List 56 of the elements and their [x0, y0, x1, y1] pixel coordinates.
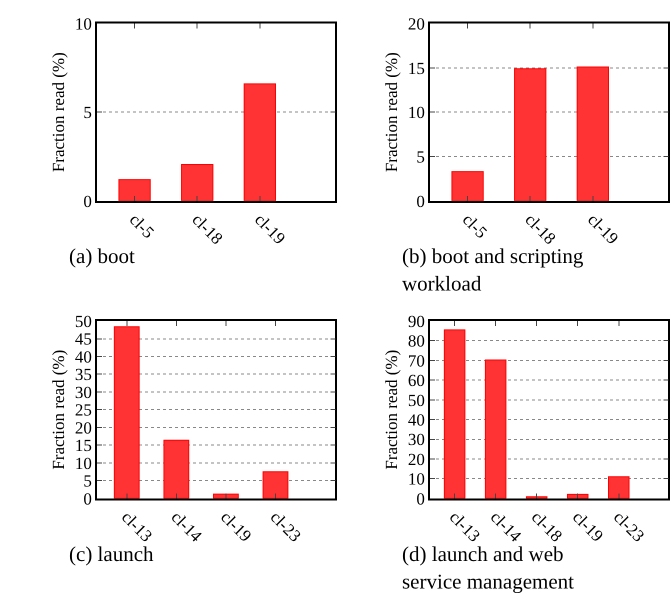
y-tick-label: 0	[83, 489, 92, 508]
bar	[451, 171, 484, 201]
y-tick-label: 30	[408, 430, 425, 450]
y-tick-label: 0	[83, 192, 92, 211]
x-tick-label: cl-19	[251, 210, 290, 248]
y-tick-label: 60	[408, 371, 425, 390]
bar	[213, 494, 239, 498]
x-tick-label: cl-19	[584, 210, 622, 248]
y-tick-label: 0	[416, 192, 425, 211]
y-tick-label: 50	[74, 312, 92, 331]
y-tick-label: 5	[416, 147, 425, 166]
y-tick-label: 10	[74, 14, 92, 34]
y-tick-label: 90	[408, 312, 425, 331]
y-tick-label: 10	[408, 103, 425, 122]
bar	[262, 471, 288, 498]
y-tick-label: 15	[408, 58, 425, 78]
x-tick-label: cl-5	[458, 210, 491, 242]
bar	[576, 66, 609, 201]
bar	[484, 360, 506, 498]
x-tick-label: cl-5	[126, 210, 158, 242]
y-tick-label: 70	[408, 351, 425, 370]
y-tick-label: 30	[74, 382, 92, 402]
x-tick-label: cl-23	[266, 507, 305, 546]
y-tick-label: 20	[408, 450, 425, 469]
y-tick-label: 80	[408, 332, 425, 351]
text: (a) boot	[69, 244, 136, 268]
y-axis-title: Fraction read (%)	[382, 52, 401, 172]
x-tick-label: cl-23	[610, 507, 648, 546]
y-tick-label: 0	[416, 489, 425, 508]
bar	[608, 476, 630, 498]
y-axis-title: Fraction read (%)	[382, 350, 401, 470]
x-tick-label: cl-14	[167, 507, 206, 546]
y-tick-label: 5	[83, 103, 92, 122]
bar	[163, 440, 190, 498]
y-tick-label: 40	[74, 347, 92, 366]
y-tick-label: 45	[74, 330, 92, 349]
y-tick-label: 25	[74, 400, 92, 420]
y-tick-label: 40	[408, 410, 425, 430]
bar	[114, 326, 140, 498]
bar	[514, 68, 546, 201]
y-tick-label: 35	[74, 365, 92, 384]
y-tick-label: 50	[408, 390, 425, 410]
x-tick-label: cl-19	[217, 507, 256, 546]
bar	[444, 329, 466, 498]
y-tick-label: 20	[74, 418, 92, 438]
bar	[118, 179, 151, 201]
y-axis-title: Fraction read (%)	[48, 350, 68, 470]
bar	[244, 83, 276, 201]
y-tick-label: 10	[74, 454, 92, 473]
y-tick-label: 15	[74, 436, 92, 456]
y-tick-label: 5	[83, 472, 92, 491]
y-axis-title: Fraction read (%)	[48, 52, 68, 172]
y-tick-label: 10	[408, 470, 425, 489]
x-tick-label: cl-18	[188, 210, 227, 248]
bar	[181, 164, 214, 201]
y-tick-label: 20	[408, 14, 425, 34]
